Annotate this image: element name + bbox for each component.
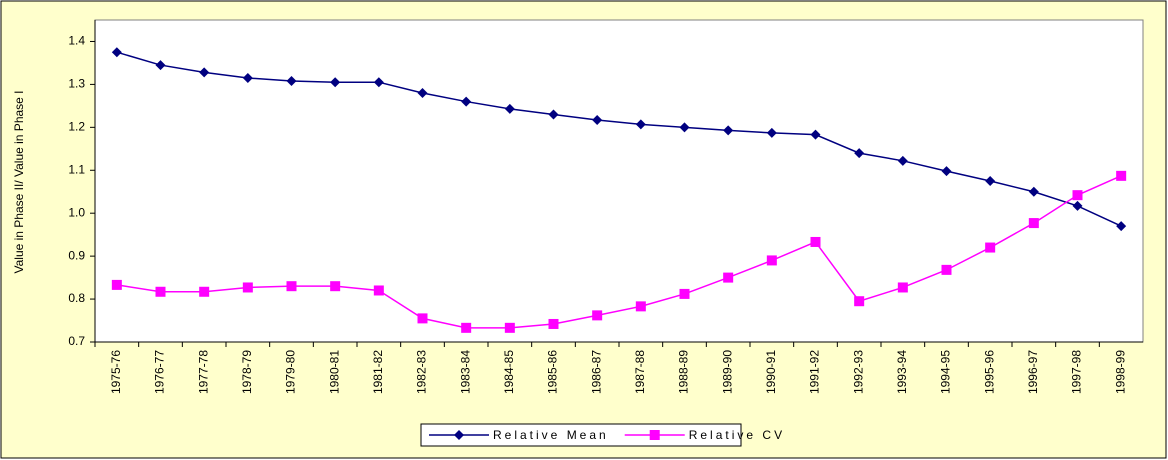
y-tick-label: 1.2 [68, 120, 85, 134]
y-axis-label: Value in Phase II/ Value in Phase I [12, 90, 26, 273]
data-point [592, 115, 603, 126]
x-tick-label: 1989-90 [720, 350, 734, 394]
data-point [1072, 190, 1083, 201]
y-tick-label: 0.7 [68, 334, 85, 348]
data-point [111, 47, 122, 58]
data-point [373, 285, 384, 296]
data-point [854, 296, 865, 307]
x-tick-label: 1976-77 [153, 350, 167, 394]
legend-label: Relative Mean [493, 428, 609, 442]
data-point [810, 129, 821, 140]
data-point [985, 176, 996, 186]
data-point [417, 87, 428, 98]
data-point [897, 155, 908, 166]
data-point [373, 77, 384, 88]
data-point [897, 282, 908, 293]
data-point [723, 125, 734, 136]
data-point [810, 236, 821, 247]
x-tick-label: 1986-87 [589, 350, 603, 394]
data-point [1072, 200, 1083, 211]
x-tick-label: 1992-93 [851, 350, 865, 394]
data-point [635, 119, 646, 130]
data-point [766, 127, 777, 138]
data-point [592, 310, 603, 321]
x-tick-label: 1985-86 [546, 350, 560, 394]
data-point [330, 281, 341, 292]
x-tick-label: 1983-84 [458, 350, 472, 394]
data-point [941, 264, 952, 275]
x-tick-label: 1978-79 [240, 350, 254, 394]
x-tick-label: 1996-97 [1026, 350, 1040, 394]
data-point [548, 318, 559, 329]
data-point [679, 288, 690, 299]
data-point [286, 281, 297, 292]
series-line [116, 51, 1122, 227]
data-point [854, 148, 865, 159]
data-point [417, 313, 428, 324]
series-line [116, 175, 1122, 329]
data-point [242, 282, 253, 293]
data-point [155, 60, 166, 71]
data-point [766, 255, 777, 266]
data-point [1028, 186, 1039, 197]
legend-marker [649, 430, 660, 440]
y-tick-label: 1.3 [68, 77, 85, 91]
plot-area [94, 19, 1144, 343]
data-point [548, 109, 559, 120]
x-tick-label: 1998-99 [1113, 350, 1127, 394]
data-point [723, 272, 734, 283]
y-tick-label: 0.9 [68, 248, 85, 262]
data-point [461, 322, 472, 333]
x-tick-label: 1993-94 [895, 350, 909, 394]
data-point [286, 75, 297, 86]
x-tick-label: 1988-89 [677, 350, 691, 394]
x-tick-label: 1981-82 [371, 350, 385, 394]
legend-box [420, 423, 742, 447]
y-tick-label: 1.1 [68, 162, 85, 176]
x-tick-label: 1997-98 [1070, 350, 1084, 394]
x-tick-label: 1995-96 [982, 350, 996, 394]
data-point [155, 286, 166, 297]
y-tick-label: 1.4 [68, 34, 85, 48]
data-point [1116, 221, 1127, 232]
legend-marker [454, 430, 464, 440]
y-tick-label: 1.0 [68, 205, 85, 219]
data-point [111, 279, 122, 290]
x-tick-label: 1990-91 [764, 350, 778, 394]
data-point [330, 77, 341, 88]
data-point [199, 67, 210, 78]
x-tick-label: 1994-95 [939, 350, 953, 394]
x-tick-label: 1982-83 [415, 350, 429, 394]
legend-label: Relative CV [689, 428, 785, 442]
x-tick-label: 1975-76 [109, 350, 123, 394]
data-point [242, 72, 253, 83]
data-point [679, 122, 690, 133]
data-point [1028, 218, 1039, 229]
data-point [504, 103, 515, 114]
data-point [199, 286, 210, 297]
x-tick-label: 1980-81 [327, 350, 341, 394]
x-tick-label: 1984-85 [502, 350, 516, 394]
data-point [985, 242, 996, 253]
data-point [1116, 170, 1127, 181]
x-tick-label: 1979-80 [284, 350, 298, 394]
x-tick-label: 1987-88 [633, 350, 647, 394]
y-tick-label: 0.8 [68, 291, 85, 305]
data-point [941, 166, 952, 177]
data-point [504, 322, 515, 333]
data-point [461, 96, 472, 107]
x-tick-label: 1991-92 [808, 350, 822, 394]
data-point [635, 301, 646, 312]
x-tick-label: 1977-78 [196, 350, 210, 394]
